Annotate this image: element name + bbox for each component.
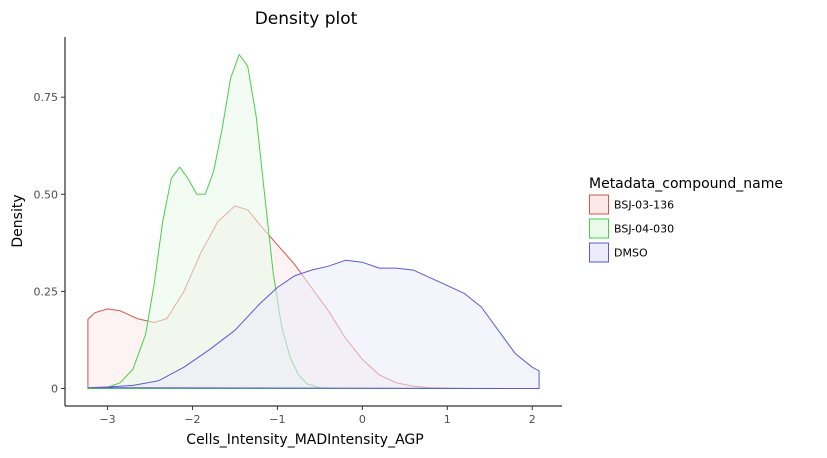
legend-label: BSJ-04-030 xyxy=(614,223,674,236)
x-tick-label: 0 xyxy=(359,413,366,426)
x-tick-label: 2 xyxy=(529,413,536,426)
y-axis-label: Density xyxy=(10,194,26,247)
legend-label: DMSO xyxy=(614,247,648,260)
x-axis-ticks: −3 −2 −1 0 1 2 xyxy=(99,406,536,426)
legend-swatch xyxy=(589,218,609,239)
y-tick-label: 0 xyxy=(51,383,58,396)
legend-label: BSJ-03-136 xyxy=(614,199,674,212)
legend-swatch xyxy=(589,242,609,263)
legend-swatch xyxy=(589,194,609,215)
x-axis-label: Cells_Intensity_MADIntensity_AGP xyxy=(186,432,423,448)
x-tick-label: −1 xyxy=(269,413,285,426)
density-area-2 xyxy=(87,259,540,389)
plot-area xyxy=(87,54,540,389)
x-tick-label: −3 xyxy=(99,413,115,426)
legend-title: Metadata_compound_name xyxy=(589,176,783,192)
x-tick-label: −2 xyxy=(184,413,200,426)
legend: Metadata_compound_name BSJ-03-136 BSJ-04-… xyxy=(589,176,783,263)
chart-title: Density plot xyxy=(255,9,358,29)
y-tick-label: 0.75 xyxy=(34,91,59,104)
y-tick-label: 0.50 xyxy=(34,188,59,201)
x-tick-label: 1 xyxy=(444,413,451,426)
y-tick-label: 0.25 xyxy=(34,285,59,298)
y-axis-ticks: 0 0.25 0.50 0.75 xyxy=(34,91,65,396)
